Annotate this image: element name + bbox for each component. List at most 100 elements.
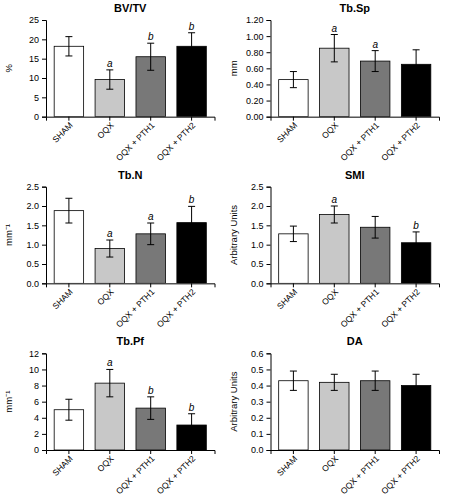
y-tick-label: 10 (29, 73, 39, 83)
error-bar (331, 35, 338, 62)
tick-mark (267, 402, 271, 403)
tick-mark (416, 117, 417, 121)
error-bar (413, 50, 420, 79)
y-tick: 10 (29, 365, 46, 375)
y-tick: 0.40 (246, 80, 271, 90)
y-axis-title: mm⁻¹ (3, 224, 14, 246)
x-tick: OQX + PTH1 (338, 450, 381, 496)
y-tick-label: 2.0 (26, 201, 39, 211)
y-tick: 1.00 (246, 31, 271, 41)
tick-mark (416, 283, 417, 287)
error-bar (65, 37, 72, 56)
x-tick-label: OQX (320, 287, 341, 308)
error-bar (147, 223, 154, 245)
x-tick: OQX + PTH2 (379, 450, 422, 496)
x-tick-label: OQX + PTH2 (379, 120, 422, 163)
x-tick-label: OQX (95, 287, 116, 308)
annotation: a (372, 39, 378, 50)
y-tick-label: 25 (29, 15, 39, 25)
y-tick-label: 0.60 (246, 64, 264, 74)
y-tick: 1.0 (251, 240, 271, 250)
y-tick: 0.5 (26, 259, 46, 269)
y-tick-label: 1.20 (246, 15, 264, 25)
x-axis: SHAMOQXOQX + PTH1OQX + PTH2 (47, 450, 216, 496)
y-axis-title: mm⁻¹ (3, 391, 14, 413)
tick-mark (267, 117, 271, 118)
bar (54, 46, 83, 116)
y-tick-label: 2.0 (251, 201, 264, 211)
x-tick: SHAM (50, 450, 74, 478)
tick-mark (293, 450, 294, 454)
error-bar (413, 232, 420, 254)
annotation: b (189, 402, 195, 413)
y-axis: 0.00.10.20.30.40.50.6 (251, 349, 271, 456)
y-tick: 15 (29, 54, 46, 64)
y-tick: 20 (29, 35, 46, 45)
tick-mark (267, 206, 271, 207)
x-tick: OQX + PTH2 (155, 283, 198, 329)
y-tick: 0 (34, 445, 46, 455)
panel: 0510152025SHAMOQXOQX + PTH1OQX + PTH2abb… (3, 2, 215, 163)
tick-mark (68, 283, 69, 287)
tick-mark (191, 450, 192, 454)
error-bar (372, 216, 379, 238)
y-tick-label: 0 (34, 445, 39, 455)
y-axis: 0.000.200.400.600.801.001.20 (246, 15, 271, 122)
y-tick-label: 0.20 (246, 96, 264, 106)
y-tick: 0 (34, 112, 46, 122)
tick-mark (42, 434, 46, 435)
tick-mark (68, 450, 69, 454)
x-tick-label: SHAM (50, 120, 74, 144)
x-tick: SHAM (50, 117, 74, 145)
tick-mark (42, 225, 46, 226)
y-tick: 1.0 (26, 240, 46, 250)
x-tick: SHAM (275, 283, 299, 311)
tick-mark (267, 36, 271, 37)
y-tick-label: 8 (34, 381, 39, 391)
x-tick-label: OQX + PTH2 (155, 287, 198, 330)
error-bar (290, 226, 297, 241)
x-tick-label: OQX + PTH2 (379, 453, 422, 496)
tick-mark (42, 117, 46, 118)
x-tick: OQX + PTH1 (114, 450, 157, 496)
error-bar (413, 374, 420, 397)
axis-line (42, 354, 47, 451)
x-tick-label: OQX (320, 120, 341, 141)
y-axis: 0.00.51.01.52.02.5 (26, 182, 46, 289)
tick-mark (150, 450, 151, 454)
y-tick: 0.00 (246, 112, 271, 122)
y-tick: 2 (34, 429, 46, 439)
title: Tb.Pf (117, 335, 145, 347)
plot-area (279, 35, 431, 117)
y-tick-label: 0.5 (251, 259, 264, 269)
tick-mark (416, 450, 417, 454)
y-tick-label: 1.0 (251, 240, 264, 250)
x-tick: OQX (95, 283, 116, 307)
plot-area (54, 198, 206, 283)
y-tick-label: 5 (34, 93, 39, 103)
tick-mark (267, 52, 271, 53)
tick-mark (42, 97, 46, 98)
tick-mark (267, 68, 271, 69)
bar (360, 381, 389, 450)
error-bar (331, 374, 338, 390)
tick-mark (375, 117, 376, 121)
annotation: a (107, 228, 113, 239)
y-tick: 0.1 (251, 429, 271, 439)
x-tick: SHAM (275, 117, 299, 145)
tick-mark (68, 117, 69, 121)
axis-line (42, 21, 47, 118)
y-tick-label: 1.00 (246, 31, 264, 41)
x-tick-label: OQX (95, 120, 116, 141)
y-tick: 6 (34, 397, 46, 407)
y-tick-label: 0.0 (251, 279, 264, 289)
y-tick-label: 0.40 (246, 80, 264, 90)
tick-mark (375, 283, 376, 287)
y-axis-title: mm (228, 60, 239, 76)
tick-mark (42, 245, 46, 246)
annotation: b (413, 220, 419, 231)
y-tick-label: 6 (34, 397, 39, 407)
panel: 0.00.51.01.52.02.5SHAMOQXOQX + PTH1OQX +… (3, 169, 215, 330)
annotation: b (189, 194, 195, 205)
error-bar (65, 399, 72, 420)
